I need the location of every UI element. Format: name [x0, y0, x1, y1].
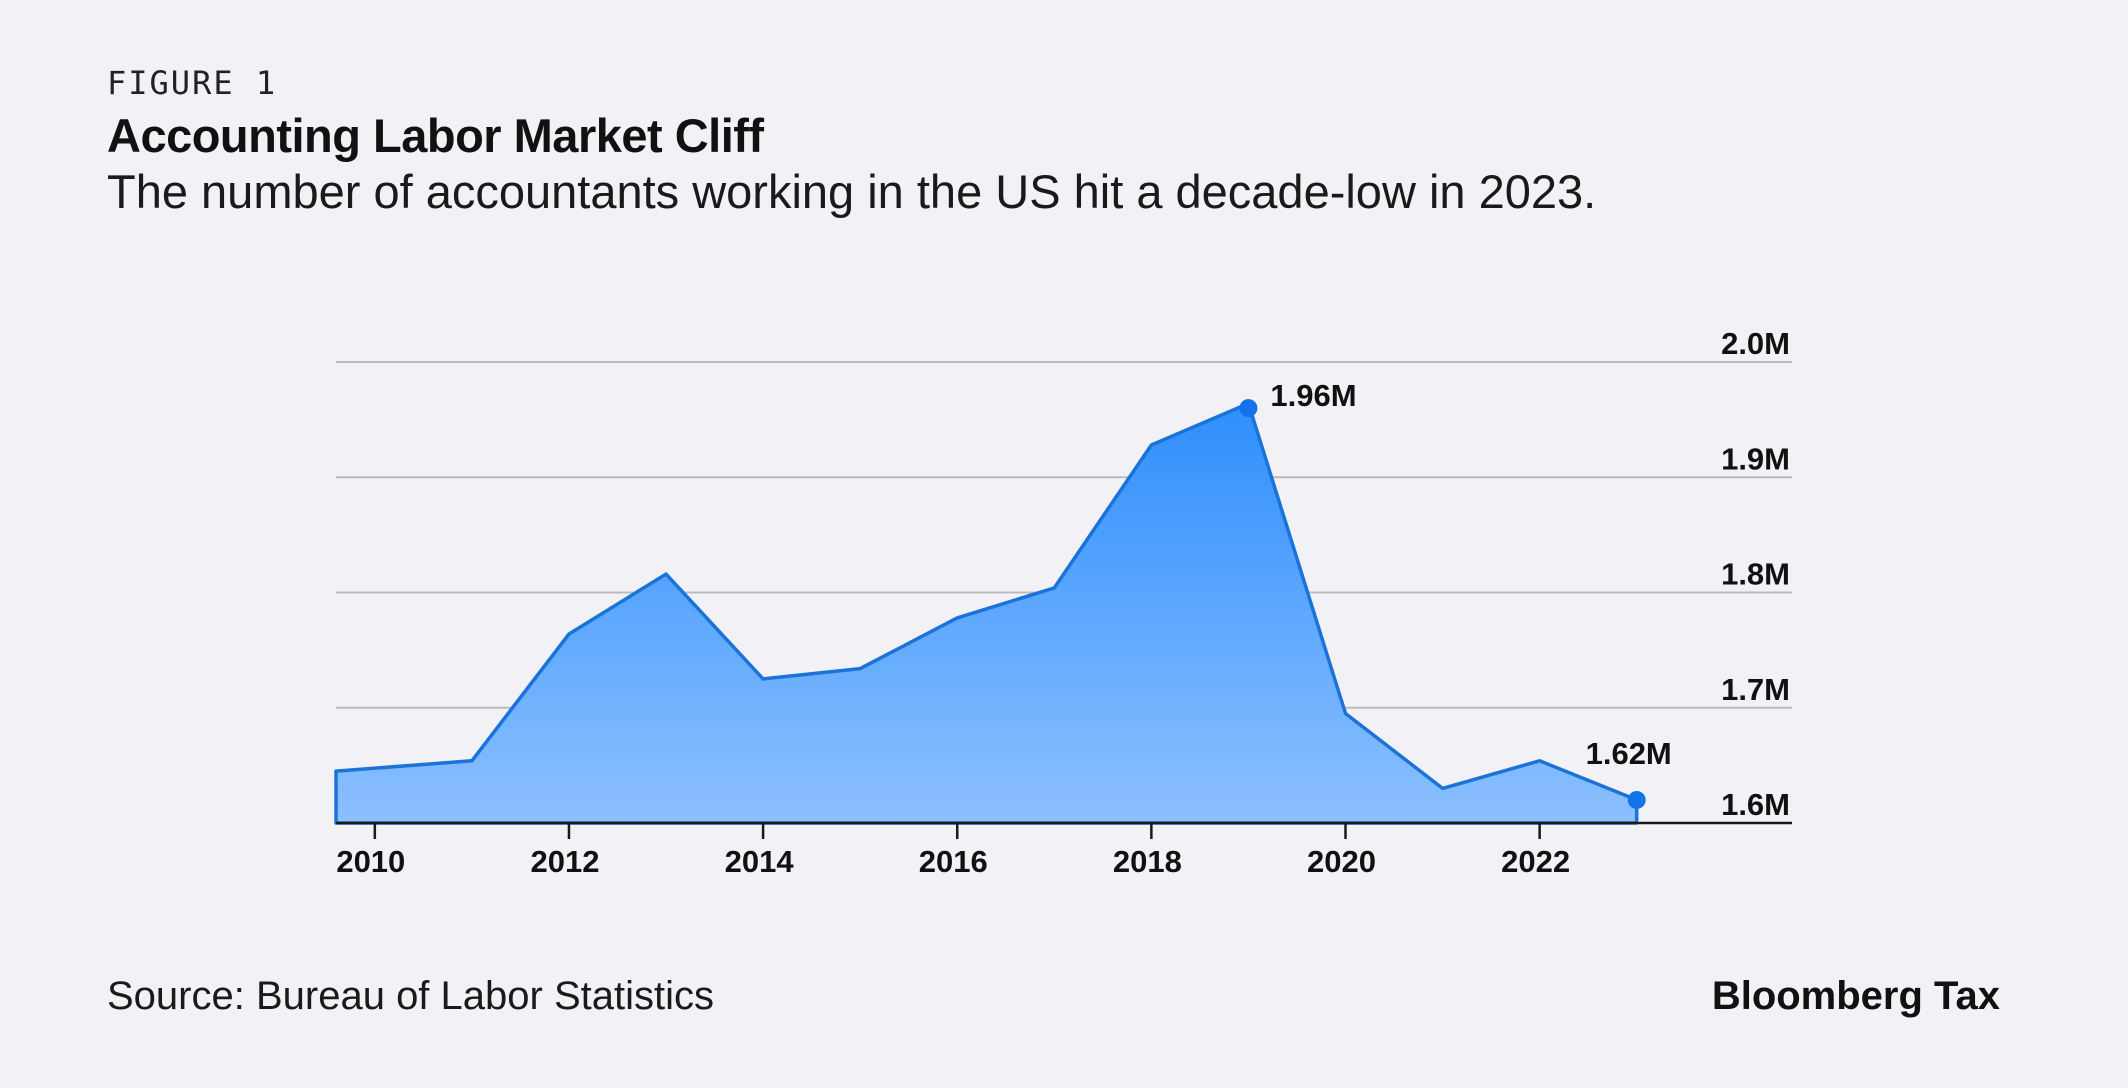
y-axis-labels: 1.6M 1.7M 1.8M 1.9M 2.0M [1721, 326, 1790, 822]
area-chart: 2010 2012 2014 2016 2018 2020 2022 1.6M 1.7M 1.8… [334, 326, 1792, 879]
x-tick-label: 2012 [530, 844, 599, 879]
x-tick-label: 2020 [1307, 844, 1376, 879]
annotations: 1.96M 1.62M [1239, 378, 1672, 809]
data-point-marker [1239, 399, 1258, 418]
area-fill [336, 403, 1637, 823]
x-tick-label: 2018 [1113, 844, 1182, 879]
y-tick-label: 1.9M [1721, 441, 1790, 476]
series-line [334, 401, 1639, 825]
source-note: Source: Bureau of Labor Statistics [107, 974, 714, 1018]
chart-subtitle: The number of accountants working in the… [107, 165, 1597, 218]
data-point-marker [1627, 790, 1646, 809]
x-tick-label: 2022 [1501, 844, 1570, 879]
y-tick-label: 1.7M [1721, 672, 1790, 707]
area-series [334, 401, 1639, 825]
chart-title: Accounting Labor Market Cliff [107, 109, 764, 162]
figure-kicker: FIGURE 1 [107, 64, 278, 102]
x-tick-label: 2010 [336, 844, 405, 879]
brand-logo-text: Bloomberg Tax [1711, 974, 2000, 1018]
x-tick-label: 2016 [919, 844, 988, 879]
x-axis: 2010 2012 2014 2016 2018 2020 2022 [336, 821, 1792, 879]
y-tick-label: 1.6M [1721, 787, 1790, 822]
data-label: 1.96M [1270, 378, 1356, 413]
y-tick-label: 1.8M [1721, 557, 1790, 592]
data-label: 1.62M [1586, 736, 1672, 771]
y-tick-label: 2.0M [1721, 326, 1790, 361]
x-tick-label: 2014 [725, 844, 795, 879]
